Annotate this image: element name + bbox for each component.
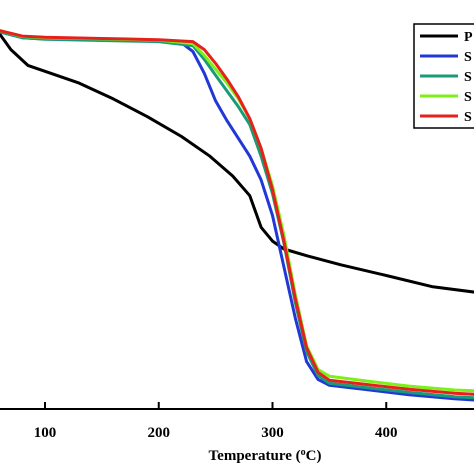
series-line-3 [0,30,474,400]
x-tick-label-300: 300 [261,425,284,441]
legend-label-2: S [464,50,472,65]
series-lines [0,29,474,402]
legend-label-1: P [464,30,473,45]
x-tick-label-400: 400 [375,425,398,441]
legend-box [413,23,474,129]
x-tick-label-100: 100 [34,425,57,441]
series-line-1 [0,32,474,294]
legend-label-5: S [464,110,472,125]
x-tick-label-200: 200 [148,425,171,441]
x-axis-label: Temperature (oC) [209,447,322,465]
legend-label-4: S [464,90,472,105]
series-line-5 [0,29,474,396]
legend-label-3: S [464,70,472,85]
x-ticks: 100 200 300 400 [34,402,398,441]
axes: 100 200 300 400 [0,402,474,441]
